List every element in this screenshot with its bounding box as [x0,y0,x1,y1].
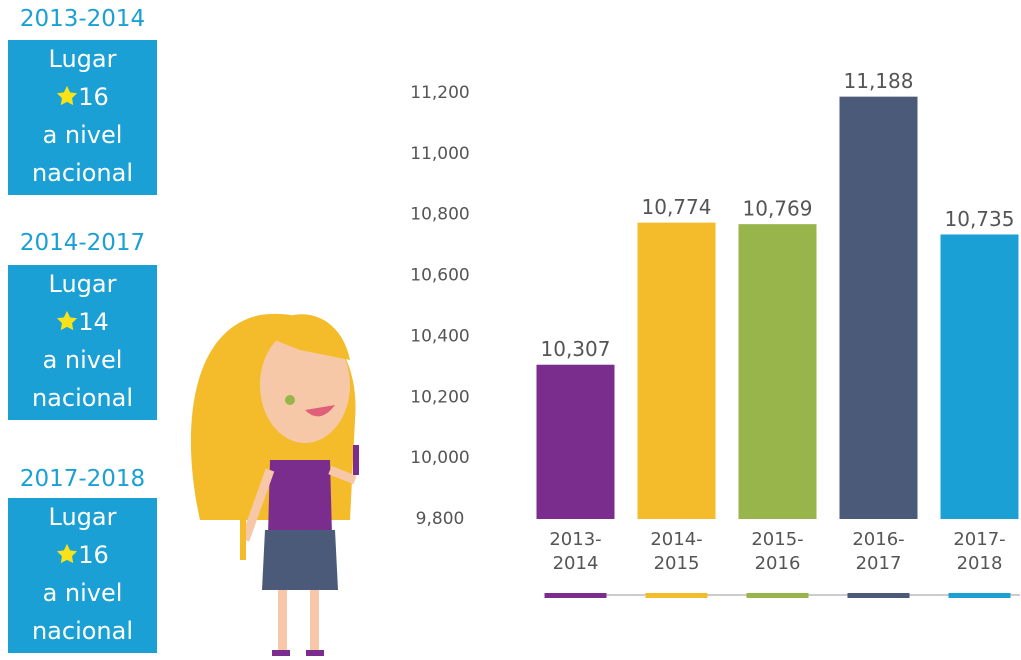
ranking-text: nacional [8,612,157,650]
underline-decoration [848,593,910,598]
ranking-row: 16 [8,536,157,574]
x-tick-label: 2014-2015 [647,528,707,576]
ranking-text: a nivel [8,341,157,379]
value-label: 11,188 [844,69,914,93]
y-tick-label: 11,200 [410,83,469,103]
y-tick-label: 10,200 [410,387,469,407]
ranking-text: a nivel [8,574,157,612]
ranking-row: 14 [8,303,157,341]
period-title: 2014-2017 [8,230,157,256]
ranking-label: Lugar [8,40,157,78]
ranking-number: 14 [78,308,109,336]
y-tick-label: 11,000 [410,144,469,164]
bar [840,97,918,519]
page: 9,800 10,000 10,200 10,400 10,600 10,800 11,00… [0,0,1021,660]
ranking-number: 16 [78,83,109,111]
x-tick-label: 2017-2018 [950,528,1010,576]
x-tick-label: 2013-2014 [546,528,606,576]
ranking-label: Lugar [8,498,157,536]
underline-decoration [646,593,708,598]
star-icon [56,310,78,332]
value-label: 10,735 [945,207,1015,231]
y-tick-label: 10,600 [410,266,469,286]
value-label: 10,307 [541,337,611,361]
star-icon [56,543,78,565]
ranking-label: Lugar [8,265,157,303]
underline-decoration [949,593,1011,598]
x-tick-label: 2016-2017 [849,528,909,576]
underline-decoration [747,593,809,598]
ranking-row: 16 [8,78,157,116]
ranking-text: nacional [8,379,157,417]
bar [638,223,716,519]
value-label: 10,774 [642,195,712,219]
ranking-text: nacional [8,154,157,192]
girl-illustration [191,314,359,656]
ranking-text: a nivel [8,116,157,154]
ranking-number: 16 [78,541,109,569]
value-label: 10,769 [743,197,813,221]
bar [941,234,1019,519]
y-tick-label: 10,000 [410,448,469,468]
bar [739,224,817,519]
bar [537,365,615,519]
period-title: 2017-2018 [8,466,157,492]
star-icon [56,85,78,107]
y-tick-label: 10,400 [410,326,469,346]
x-tick-label: 2015-2016 [748,528,808,576]
underline-decoration [545,593,607,598]
y-tick-label: 9,800 [416,509,465,529]
period-title: 2013-2014 [8,6,157,32]
y-tick-label: 10,800 [410,205,469,225]
